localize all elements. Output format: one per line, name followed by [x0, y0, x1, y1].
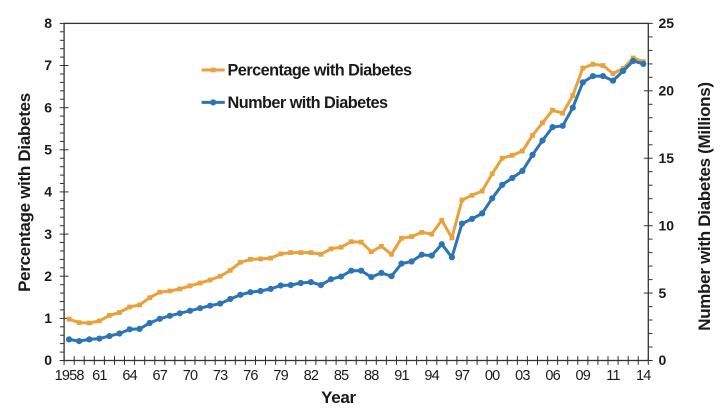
svg-text:8: 8: [44, 15, 52, 31]
svg-text:Percentage with Diabetes: Percentage with Diabetes: [228, 62, 413, 80]
svg-text:10: 10: [659, 217, 675, 233]
svg-text:91: 91: [394, 368, 409, 384]
svg-text:61: 61: [92, 368, 107, 384]
svg-text:0: 0: [659, 352, 667, 368]
svg-text:97: 97: [455, 368, 470, 384]
svg-text:73: 73: [213, 368, 228, 384]
svg-text:79: 79: [273, 368, 288, 384]
svg-text:14: 14: [636, 368, 651, 384]
svg-text:09: 09: [576, 368, 591, 384]
svg-text:5: 5: [659, 285, 667, 301]
svg-text:03: 03: [515, 368, 530, 384]
svg-text:7: 7: [44, 57, 52, 73]
svg-text:3: 3: [44, 226, 52, 242]
svg-text:5: 5: [44, 142, 52, 158]
svg-text:Year: Year: [321, 388, 356, 407]
svg-text:15: 15: [659, 150, 675, 166]
svg-text:0: 0: [44, 352, 52, 368]
svg-text:76: 76: [243, 368, 258, 384]
svg-text:20: 20: [659, 83, 675, 99]
svg-text:1: 1: [44, 310, 52, 326]
svg-text:82: 82: [304, 368, 319, 384]
svg-text:Number with Diabetes: Number with Diabetes: [228, 94, 388, 112]
svg-text:Number with Diabetes (Millions: Number with Diabetes (Millions): [695, 82, 714, 331]
svg-text:11: 11: [606, 368, 620, 384]
svg-text:64: 64: [122, 368, 137, 384]
svg-text:4: 4: [44, 184, 52, 200]
svg-text:06: 06: [545, 368, 560, 384]
svg-text:00: 00: [485, 368, 500, 384]
svg-text:1958: 1958: [55, 368, 85, 384]
svg-text:Percentage with Diabetes: Percentage with Diabetes: [15, 93, 34, 292]
svg-text:2: 2: [44, 268, 52, 284]
svg-text:67: 67: [153, 368, 168, 384]
svg-text:25: 25: [659, 15, 675, 31]
svg-text:70: 70: [183, 368, 198, 384]
svg-text:6: 6: [44, 99, 52, 115]
svg-text:88: 88: [364, 368, 379, 384]
svg-text:94: 94: [424, 368, 439, 384]
svg-text:85: 85: [334, 368, 349, 384]
